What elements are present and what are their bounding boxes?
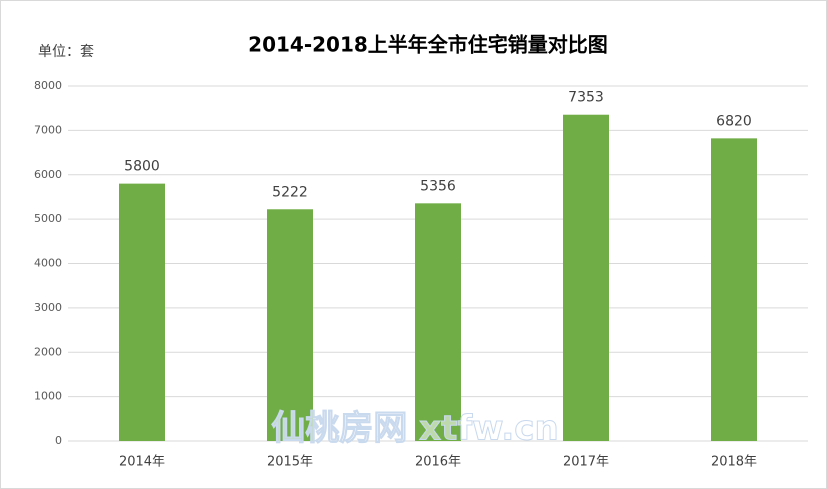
- value-label: 5356: [420, 178, 456, 194]
- y-tick-label: 7000: [34, 123, 62, 136]
- y-tick-label: 2000: [34, 345, 62, 358]
- y-tick-label: 8000: [34, 79, 62, 92]
- y-tick-label: 3000: [34, 301, 62, 314]
- x-tick-label: 2017年: [563, 455, 609, 470]
- x-tick-label: 2016年: [415, 455, 461, 470]
- y-tick-label: 6000: [34, 168, 62, 181]
- watermark: 仙桃房网 xtfw.cn: [271, 409, 558, 449]
- bar: [415, 203, 461, 441]
- x-tick-label: 2018年: [711, 455, 757, 470]
- x-tick-label: 2014年: [119, 455, 165, 470]
- value-label: 5222: [272, 184, 308, 200]
- value-label: 5800: [124, 159, 160, 175]
- chart-title: 2014-2018上半年全市住宅销量对比图: [248, 33, 608, 57]
- bar: [711, 138, 757, 442]
- y-tick-label: 5000: [34, 212, 62, 225]
- bar: [267, 209, 313, 441]
- bar: [563, 114, 609, 441]
- bar: [119, 183, 165, 441]
- value-label: 7353: [568, 90, 604, 106]
- x-tick-label: 2015年: [267, 455, 313, 470]
- unit-label: 单位：套: [38, 44, 94, 60]
- y-tick-label: 0: [55, 434, 62, 447]
- y-tick-label: 1000: [34, 390, 62, 403]
- value-label: 6820: [716, 113, 752, 129]
- y-tick-label: 4000: [34, 257, 62, 270]
